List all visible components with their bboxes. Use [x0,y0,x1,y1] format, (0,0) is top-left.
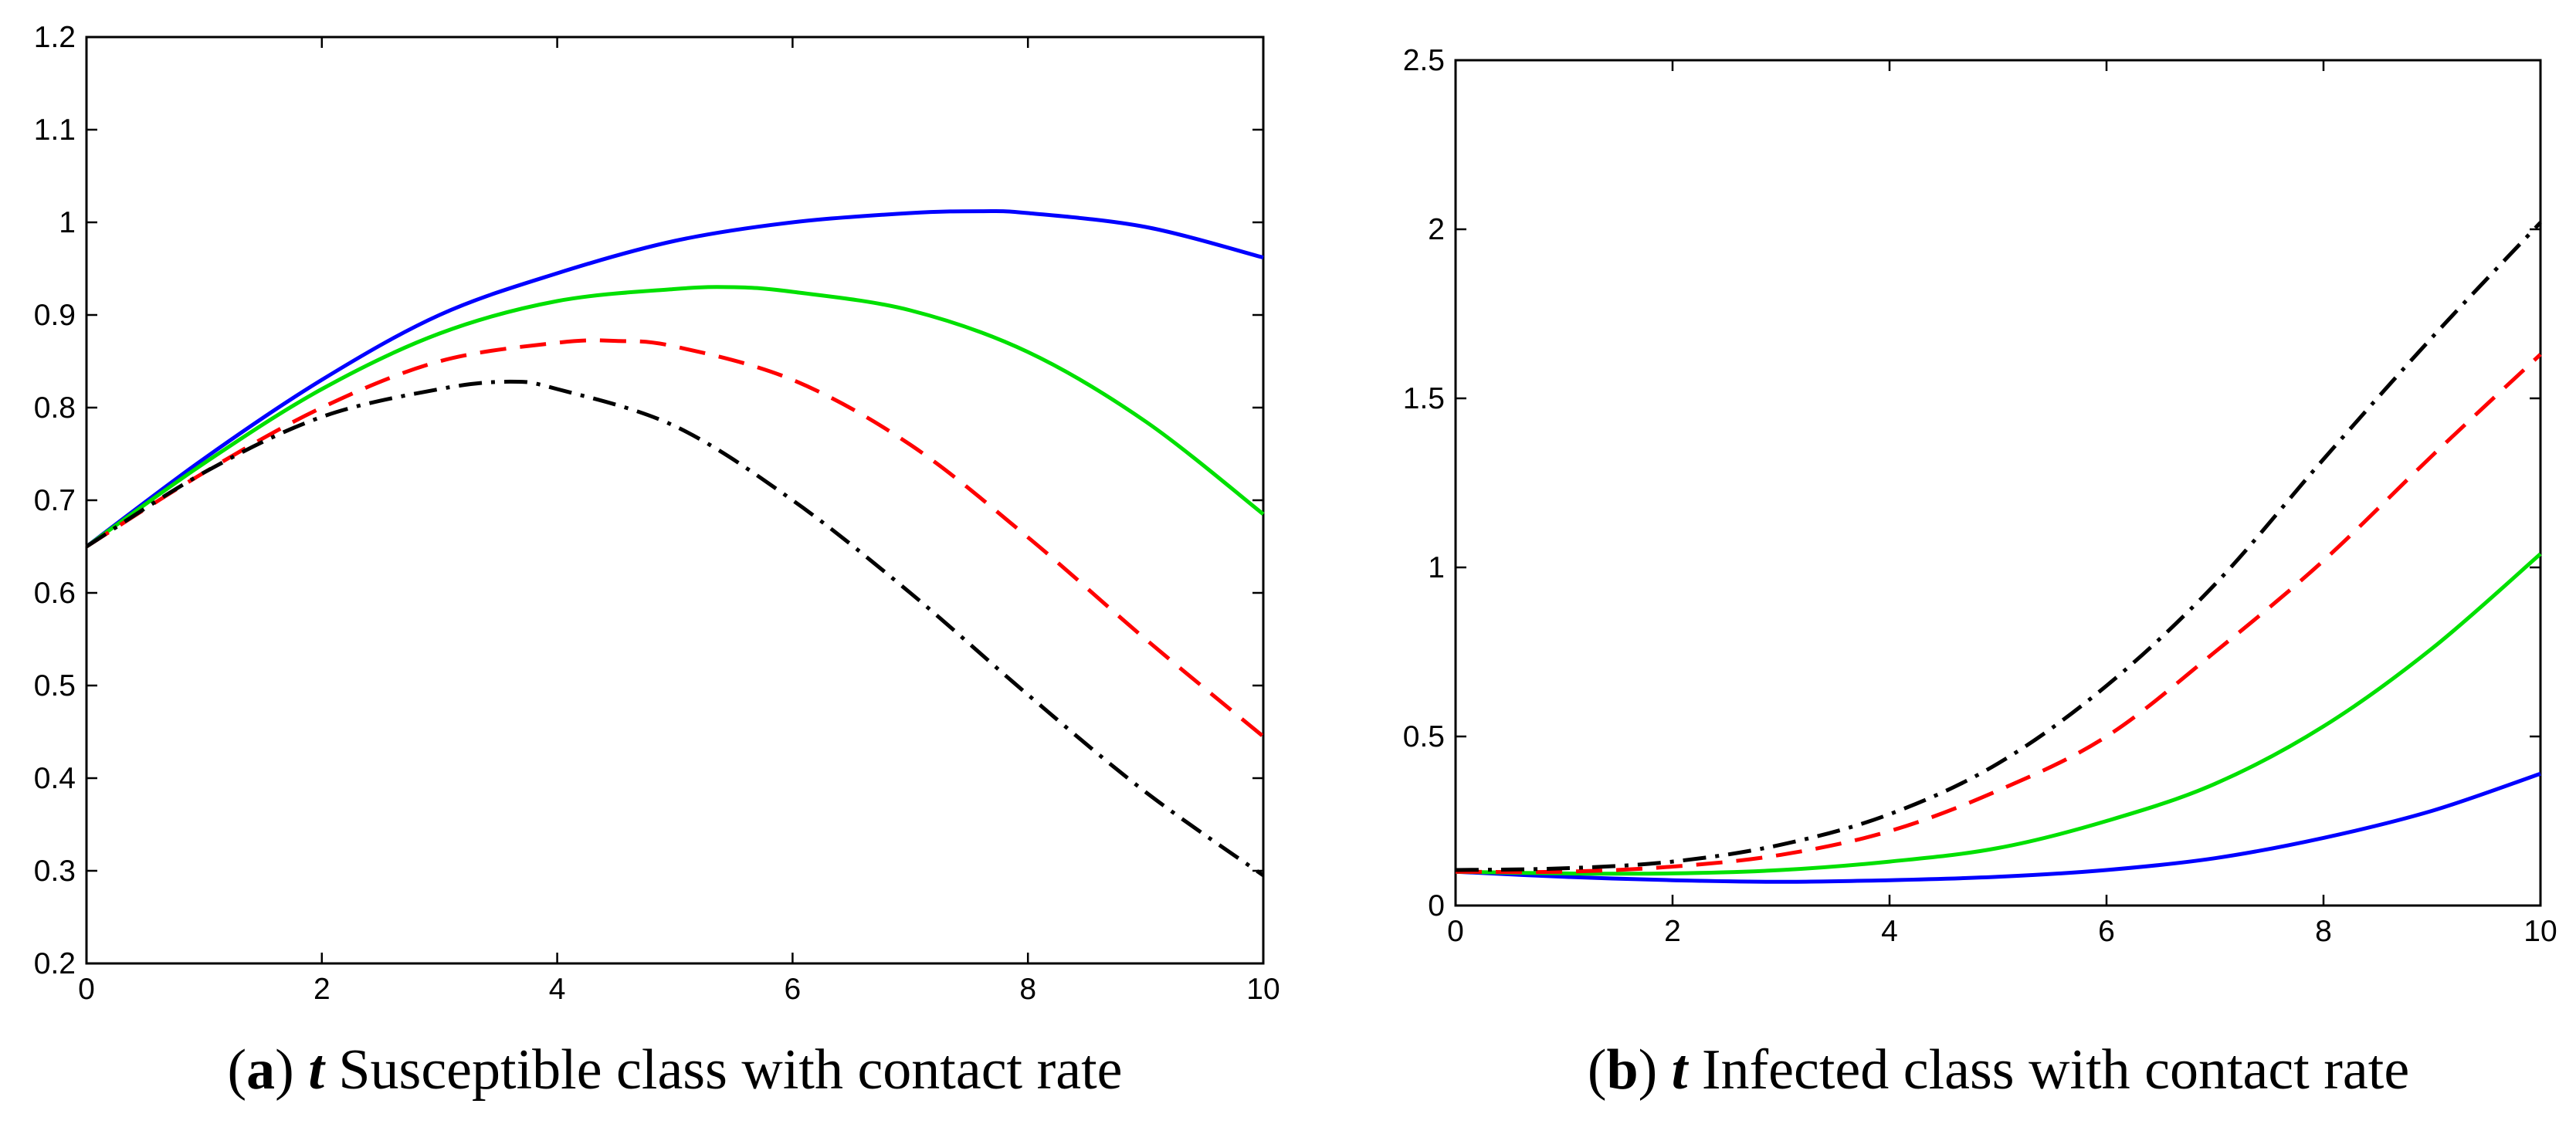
y-tick-label-b-1: 0.5 [1403,720,1445,753]
x-tick-label-a-1: 2 [314,973,330,1006]
y-tick-label-a-7: 0.9 [34,299,76,332]
x-tick-label-b-5: 10 [2523,915,2557,948]
y-tick-label-a-8: 1 [59,206,76,239]
series-line-b-blue-solid [1455,771,2541,884]
caption-a: (a) t Susceptible class with contact rat… [228,1038,1123,1102]
y-tick-label-b-3: 1.5 [1403,382,1445,415]
caption-b-var: t [1672,1038,1690,1102]
tick-marks-a [85,36,1265,965]
x-tick-label-a-4: 8 [1019,973,1036,1006]
plot-frame-b [1454,59,2542,907]
tick-labels-b: 0 2 4 6 8 10 0 0.5 1 1.5 2 2.5 [1403,44,2557,948]
plot-frame-a [85,36,1265,965]
x-tick-label-b-4: 8 [2315,915,2332,948]
y-tick-label-a-2: 0.4 [34,762,76,795]
series-lines-b [1455,221,2542,884]
x-tick-label-a-3: 6 [785,973,802,1006]
y-tick-label-b-4: 2 [1428,213,1445,246]
series-line-a-black-dash-dot [85,379,1265,878]
caption-b: (b) t Infected class with contact rate [1588,1038,2409,1102]
y-tick-label-a-5: 0.7 [34,484,76,517]
series-line-b-red-dashed [1455,353,2542,875]
y-tick-label-b-0: 0 [1428,889,1445,923]
series-lines-a [85,208,1265,878]
y-tick-label-a-1: 0.3 [34,855,76,888]
panel-b-infected: 0 2 4 6 8 10 0 0.5 1 1.5 2 2.5 (b) t Infected class… [1403,44,2557,1102]
series-line-a-green-solid [85,285,1265,549]
x-tick-label-a-5: 10 [1246,973,1280,1006]
caption-b-label: b [1606,1038,1638,1102]
y-tick-label-b-2: 1 [1428,551,1445,584]
caption-a-var: t [308,1038,326,1102]
series-line-b-green-solid [1455,552,2542,876]
panel-a-susceptible: 0 2 4 6 8 10 0.2 0.3 0.4 0.5 0.6 0.7 0.8 0.9 1 1.1 1.2 (… [34,21,1280,1102]
x-tick-label-a-2: 4 [549,973,566,1006]
x-tick-label-b-3: 6 [2098,915,2115,948]
tick-marks-b [1454,59,2542,907]
caption-a-label: a [246,1038,275,1102]
series-line-a-blue-solid [85,208,1264,549]
x-tick-label-b-1: 2 [1664,915,1681,948]
x-tick-label-b-2: 4 [1881,915,1898,948]
caption-a-text: Susceptible class with contact rate [338,1038,1122,1102]
y-tick-label-a-10: 1.2 [34,21,76,54]
caption-b-text: Infected class with contact rate [1702,1038,2409,1102]
tick-labels-a: 0 2 4 6 8 10 0.2 0.3 0.4 0.5 0.6 0.7 0.8 0.9 1 1.1 1.2 [34,21,1280,1006]
y-tick-label-a-3: 0.5 [34,669,76,702]
series-line-b-black-dash-dot [1455,221,2542,872]
y-tick-label-a-9: 1.1 [34,113,76,147]
y-tick-label-a-4: 0.6 [34,577,76,610]
x-tick-label-b-0: 0 [1447,915,1464,948]
series-line-a-red-dashed [85,338,1265,738]
y-tick-label-a-0: 0.2 [34,947,76,980]
y-tick-label-b-5: 2.5 [1403,44,1445,77]
x-tick-label-a-0: 0 [78,973,95,1006]
y-tick-label-a-6: 0.8 [34,391,76,425]
